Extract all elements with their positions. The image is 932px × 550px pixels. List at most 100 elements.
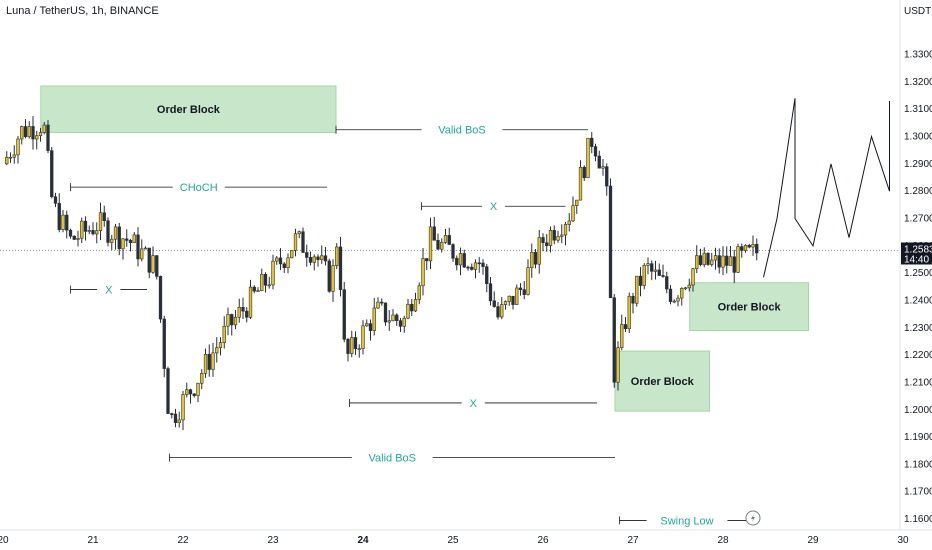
candle-down [541,237,545,244]
price-tick-label: 1.2800 [904,186,932,197]
price-tick-label: 1.2000 [904,405,932,416]
order-block-zone[interactable] [40,85,337,133]
candle-down [91,230,95,235]
candle-up [275,257,279,262]
candle-down [166,368,170,414]
candle-up [526,267,530,295]
candle-up [98,212,103,232]
candle-up [12,154,16,158]
price-tick-label: 1.3200 [904,77,932,88]
candle-down [590,137,594,147]
candle-up [222,325,226,343]
candle-down [436,239,440,250]
price-tick-label: 1.2700 [904,214,932,225]
candle-down [597,155,601,169]
candle-down [740,246,744,251]
price-tick-label: 1.2200 [904,350,932,361]
date-tick-label: 20 [0,535,9,546]
candle-up [646,263,650,266]
candle-down [492,300,496,307]
candle-down [410,303,414,312]
candle-down [125,238,129,241]
candle-up [297,231,301,235]
candle-up [743,245,748,251]
candle-up [721,255,725,268]
candle-up [683,287,688,290]
price-tick-label: 1.1800 [904,459,932,470]
order-block-label: Order Block [718,302,782,314]
candle-up [20,126,24,140]
candle-up [200,372,204,384]
price-tick-label: 1.1900 [904,432,932,443]
candle-down [511,295,515,305]
candle-down [432,226,436,241]
annotation-label: CHoCH [180,182,218,194]
candle-up [80,220,84,239]
candle-down [305,252,309,258]
candle-down [612,297,616,383]
order-block-label: Order Block [157,104,221,116]
candle-down [65,214,69,231]
candle-down [755,244,759,254]
candle-up [361,325,365,349]
projection-path[interactable] [763,98,890,278]
candle-down [252,286,256,292]
candle-up [143,247,148,250]
candle-down [53,196,58,204]
candle-down [50,150,54,198]
candle-up [35,135,39,140]
candle-down [455,257,459,266]
candle-down [470,266,474,270]
candle-down [188,389,193,395]
candle-down [192,393,196,396]
candle-up [365,323,369,327]
candle-up [751,244,755,248]
candle-up [567,220,571,225]
candle-down [301,231,305,253]
candle-down [582,166,586,179]
price-tick-label: 1.2100 [904,377,932,388]
price-tick-label: 1.2300 [904,323,932,334]
candle-up [16,138,20,156]
order-block-layer: Order Block Order Block Order Block [40,85,810,412]
candle-up [653,269,658,272]
candle-down [425,258,429,262]
candle-down [725,255,729,266]
price-tick-label: 1.1700 [904,487,932,498]
candle-down [462,253,466,268]
candle-down [342,289,346,340]
candle-up [530,251,534,268]
candle-down [102,212,106,222]
candle-up [578,166,583,201]
candle-up [736,246,740,273]
candle-up [140,248,144,260]
candle-down [83,220,88,232]
candle-down [158,276,163,320]
candle-up [335,246,339,266]
candle-down [353,337,358,349]
candle-up [372,307,376,331]
lightning-glyph [751,514,755,522]
candle-down [316,256,320,261]
candle-down [631,295,635,304]
candle-down [447,235,451,245]
candle-down [477,262,481,265]
order-block-zone[interactable] [689,282,810,332]
candle-up [710,259,714,265]
candle-up [563,224,568,236]
candle-up [387,320,391,323]
candle-down [68,229,73,237]
candle-up [635,275,639,304]
candle-down [128,240,133,244]
countdown-timer: 14:40 [904,254,929,265]
candle-up [218,342,223,349]
candle-up [181,394,185,421]
candle-down [545,242,549,246]
candle-down [327,260,331,292]
candle-down [657,269,661,276]
candle-up [293,233,298,251]
candle-down [451,244,455,259]
candle-up [421,258,425,287]
candle-up [331,265,335,292]
